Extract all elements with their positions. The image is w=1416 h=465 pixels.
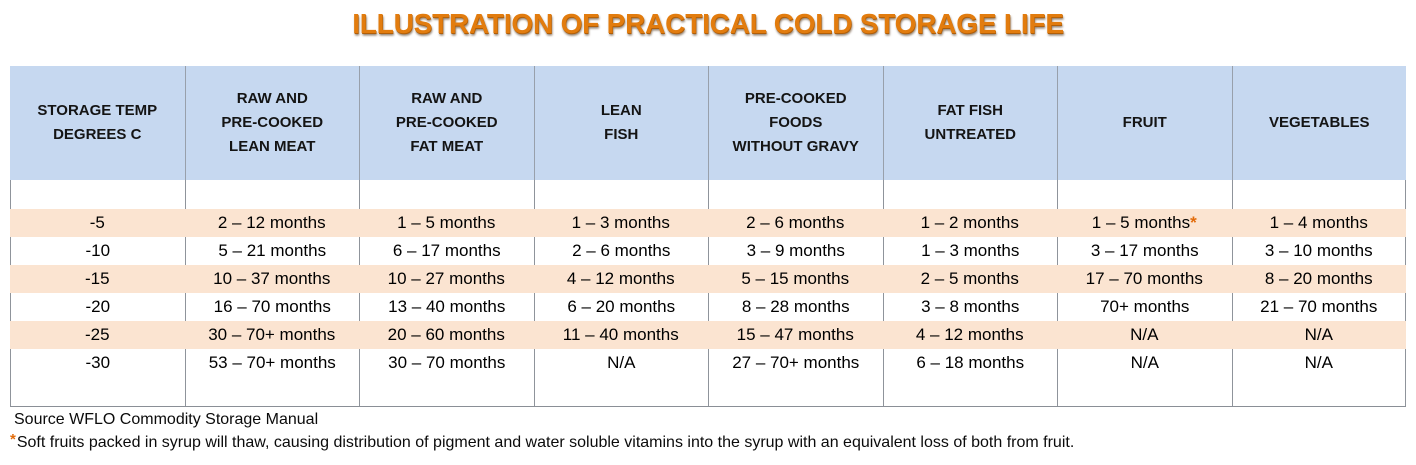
table-cell: N/A <box>1304 325 1333 344</box>
table-cell: 27 – 70+ months <box>708 349 883 377</box>
table-cell <box>359 180 534 209</box>
table-cell: 30 – 70+ months <box>208 325 336 344</box>
table-cell <box>10 180 185 209</box>
table-cell: 4 – 12 months <box>566 269 675 288</box>
footnote-asterisk-icon: * <box>10 431 16 448</box>
table-cell: 1 – 2 months <box>920 213 1019 232</box>
table-cell: N/A <box>1130 325 1159 344</box>
table-cell: 6 – 18 months <box>882 349 1058 377</box>
column-header-3: RAW AND PRE-COOKED FAT MEAT <box>359 66 534 180</box>
table-cell <box>1057 180 1232 209</box>
table-row-temp--10: -10 5 – 21 months 6 – 17 months 2 – 6 month… <box>10 237 1406 265</box>
table-cell <box>708 377 883 406</box>
table-cell: 6 – 20 months <box>533 293 709 321</box>
table-cell: 5 – 15 months <box>741 269 850 288</box>
column-header-7: FRUIT <box>1057 66 1232 180</box>
table-cell <box>184 180 360 209</box>
table-cell: 1 – 3 months <box>571 213 670 232</box>
table-cell: 21 – 70 months <box>1231 293 1406 321</box>
footnote-text: Soft fruits packed in syrup will thaw, c… <box>16 434 1075 451</box>
table-row-temp--5: -5 2 – 12 months 1 – 5 months 1 – 3 months 2… <box>10 209 1406 237</box>
table-cell <box>708 180 883 209</box>
table-cell <box>533 377 709 406</box>
table-cell <box>184 377 360 406</box>
footnote: *Soft fruits packed in syrup will thaw, … <box>10 431 1074 452</box>
table-row-temp--15: -15 10 – 37 months 10 – 27 months 4 – 12 mo… <box>10 265 1406 293</box>
table-cell: -15 <box>84 269 110 288</box>
table-cell: -5 <box>89 213 105 232</box>
table-cell <box>1057 377 1232 406</box>
table-cell: 1 – 4 months <box>1269 213 1368 232</box>
column-header-8: VEGETABLES <box>1231 66 1407 180</box>
spacer-row-bottom <box>10 377 1406 407</box>
table-cell: N/A <box>1231 349 1406 377</box>
table-cell <box>882 180 1058 209</box>
source-note: Source WFLO Commodity Storage Manual <box>14 411 319 428</box>
table-cell <box>533 180 709 209</box>
cold-storage-table: STORAGE TEMP DEGREES C RAW AND PRE-COOKED… <box>10 66 1406 407</box>
table-cell: 1 – 5 months <box>397 213 496 232</box>
column-header-4: LEAN FISH <box>533 66 709 180</box>
table-row-temp--25: -25 30 – 70+ months 20 – 60 months 11 – 40 … <box>10 321 1406 349</box>
table-body: -5 2 – 12 months 1 – 5 months 1 – 3 months 2… <box>10 180 1406 407</box>
table-cell: 2 – 6 months <box>533 237 709 265</box>
table-cell: 53 – 70+ months <box>184 349 360 377</box>
table-cell: 15 – 47 months <box>736 325 854 344</box>
table-cell: 13 – 40 months <box>359 293 534 321</box>
column-header-6: FAT FISH UNTREATED <box>882 66 1058 180</box>
table-cell: 2 – 12 months <box>217 213 326 232</box>
table-cell <box>1231 180 1406 209</box>
table-cell: -30 <box>10 349 185 377</box>
table-cell: 30 – 70 months <box>359 349 534 377</box>
spacer-row-top <box>10 180 1406 209</box>
table-cell: 3 – 17 months <box>1057 237 1232 265</box>
table-cell <box>359 377 534 406</box>
table-cell: 10 – 37 months <box>213 269 331 288</box>
table-cell: -10 <box>10 237 185 265</box>
table-header-row: STORAGE TEMP DEGREES C RAW AND PRE-COOKED… <box>10 66 1406 180</box>
column-header-1: STORAGE TEMP DEGREES C <box>37 102 158 143</box>
table-cell: 16 – 70 months <box>184 293 360 321</box>
table-cell <box>882 377 1058 406</box>
table-cell: 3 – 9 months <box>708 237 883 265</box>
table-cell: 8 – 28 months <box>708 293 883 321</box>
table-cell: 1 – 3 months <box>882 237 1058 265</box>
table-cell: -20 <box>10 293 185 321</box>
table-cell: 10 – 27 months <box>387 269 505 288</box>
table-cell: 1 – 5 months* <box>1091 213 1197 232</box>
table-cell: 4 – 12 months <box>915 325 1024 344</box>
page-title: ILLUSTRATION OF PRACTICAL COLD STORAGE L… <box>352 8 1064 39</box>
table-cell: N/A <box>1057 349 1232 377</box>
table-cell: 3 – 8 months <box>882 293 1058 321</box>
table-cell: N/A <box>533 349 709 377</box>
table-row-temp--20: -20 16 – 70 months 13 – 40 months 6 – 20 mo… <box>10 293 1406 321</box>
table-cell: 2 – 6 months <box>746 213 845 232</box>
table-cell: 70+ months <box>1057 293 1232 321</box>
table-cell: 3 – 10 months <box>1231 237 1406 265</box>
column-header-2: RAW AND PRE-COOKED LEAN MEAT <box>184 66 360 180</box>
table-cell: 8 – 20 months <box>1264 269 1373 288</box>
table-cell: 2 – 5 months <box>920 269 1019 288</box>
table-cell: 20 – 60 months <box>387 325 505 344</box>
table-cell <box>1231 377 1406 406</box>
table-cell: 11 – 40 months <box>562 325 679 344</box>
table-row-temp--30: -30 53 – 70+ months 30 – 70 months N/A 27 – … <box>10 349 1406 377</box>
table-cell <box>10 377 185 406</box>
cell-asterisk-icon: * <box>1190 213 1197 232</box>
table-cell: -25 <box>84 325 110 344</box>
table-cell: 5 – 21 months <box>184 237 360 265</box>
table-cell: 6 – 17 months <box>359 237 534 265</box>
table-cell: 17 – 70 months <box>1085 269 1203 288</box>
column-header-5: PRE-COOKED FOODS WITHOUT GRAVY <box>708 66 883 180</box>
